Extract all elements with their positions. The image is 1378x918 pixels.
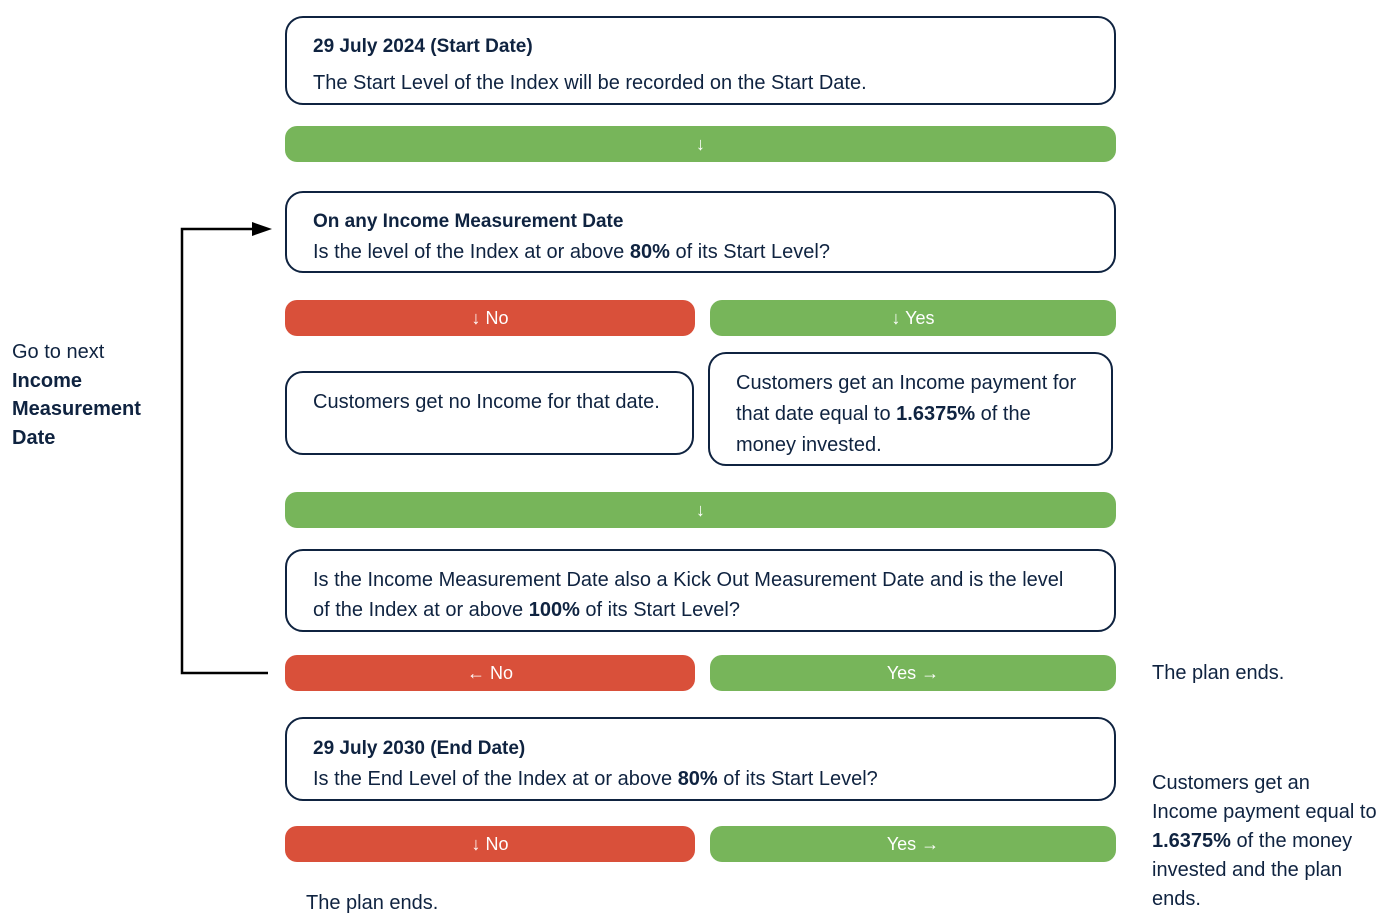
end-title: 29 July 2030 (End Date) [313,738,526,759]
text: Customers get an Income payment equal to [1152,772,1377,823]
text: Customers get an Income payment for that… [736,372,1077,425]
start-box: 29 July 2024 (Start Date) The Start Leve… [285,16,1116,105]
start-text: The Start Level of the Index will be rec… [313,72,867,94]
bold-text: Income Measurement Date [12,369,141,449]
text: of its Start Level? [669,241,830,263]
kick-out-result: The plan ends. [1152,662,1285,684]
no-income-box: Customers get no Income for that date. [285,371,694,455]
yes-bar: ↓ Yes [710,300,1116,336]
bold-text: 1.6375% [896,403,976,425]
bold-text: 80% [677,768,718,790]
no-bar: ↓ No [285,300,695,336]
income-payment-text: Customers get an Income payment for that… [736,368,1087,461]
text: of its Start Level? [579,599,740,621]
income-payment-box: Customers get an Income payment for that… [708,352,1113,466]
arrow-bar: ↓ [285,126,1116,162]
no-income-text: Customers get no Income for that date. [313,391,660,413]
bold-text: 1.6375% [1152,830,1231,852]
yes-bar: Yes → [710,826,1116,862]
end-no-result: The plan ends. [306,892,439,914]
bold-text: 100% [528,599,580,621]
kick-out-question: Is the Income Measurement Date also a Ki… [313,565,1064,625]
text: Is the Income Measurement Date also a Ki… [313,569,1064,621]
arrow-head [252,222,272,236]
yes-bar: Yes → [710,655,1116,691]
kick-out-box: Is the Income Measurement Date also a Ki… [285,549,1116,632]
income-check-title: On any Income Measurement Date [313,211,624,232]
loop-label: Go to next Income Measurement Date [12,338,177,452]
text: of the money invested. [736,403,1031,456]
text: Go to next [12,341,105,363]
end-box: 29 July 2030 (End Date) Is the End Level… [285,717,1116,801]
text: Is the level of the Index at or above [313,241,630,263]
income-check-box: On any Income Measurement Date Is the le… [285,191,1116,273]
text: Is the End Level of the Index at or abov… [313,768,678,790]
end-question: Is the End Level of the Index at or abov… [313,764,1088,794]
no-bar: ← No [285,655,695,691]
end-yes-result: Customers get an Income payment equal to… [1152,769,1378,914]
income-check-question: Is the level of the Index at or above 80… [313,237,1088,267]
bold-text: 80% [629,241,670,263]
start-title: 29 July 2024 (Start Date) [313,36,533,57]
no-bar: ↓ No [285,826,695,862]
text: of the money invested and the plan ends. [1152,830,1353,910]
arrow-bar: ↓ [285,492,1116,528]
text: of its Start Level? [717,768,878,790]
loop-line [180,227,268,675]
